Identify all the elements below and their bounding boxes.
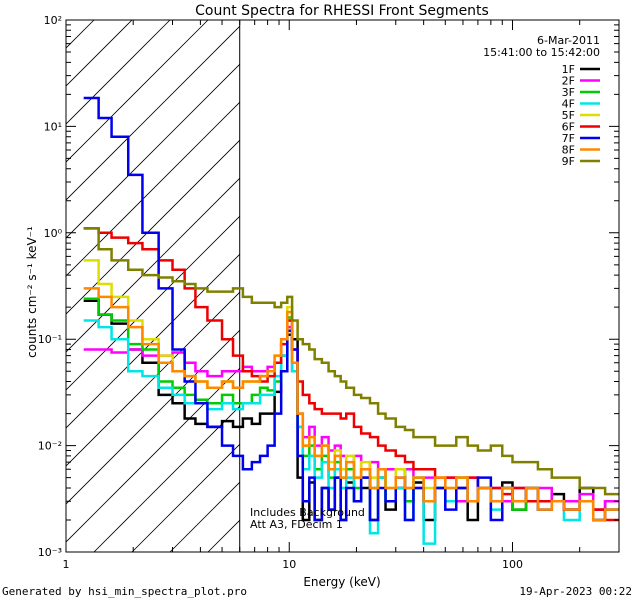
legend-label-7F: 7F — [562, 132, 575, 145]
y-tick-label: 10⁻³ — [38, 546, 62, 559]
time-range-label: 15:41:00 to 15:42:00 — [483, 46, 600, 59]
x-axis-label: Energy (keV) — [303, 575, 380, 589]
plot-frame — [65, 19, 620, 553]
annotation-background: Includes Background — [250, 506, 365, 519]
series-line-9F — [83, 227, 619, 496]
axis-ticks — [65, 19, 620, 553]
legend-label-6F: 6F — [562, 121, 575, 134]
legend-label-3F: 3F — [562, 86, 575, 99]
date-label: 6-Mar-2011 — [537, 34, 600, 47]
y-tick-label: 10⁰ — [44, 227, 63, 240]
y-tick-label: 10⁻¹ — [38, 333, 62, 346]
legend-label-1F: 1F — [562, 63, 575, 76]
y-tick-label: 10⁻² — [38, 440, 62, 453]
chart-title: Count Spectra for RHESSI Front Segments — [195, 3, 489, 19]
y-tick-label: 10¹ — [44, 120, 62, 133]
legend-label-2F: 2F — [562, 75, 575, 88]
series-line-6F — [83, 227, 619, 522]
y-tick-label: 10² — [44, 14, 62, 27]
x-tick-label: 1 — [63, 558, 70, 571]
legend-label-9F: 9F — [562, 155, 575, 168]
legend-label-4F: 4F — [562, 98, 575, 111]
footer-generated-by: Generated by hsi_min_spectra_plot.pro — [2, 585, 248, 598]
series-line-5F — [83, 259, 619, 522]
y-axis-label: counts cm⁻² s⁻¹ keV⁻¹ — [25, 226, 39, 358]
x-tick-label: 100 — [502, 558, 523, 571]
series-line-7F — [83, 96, 619, 522]
threshold-hatch-region — [66, 20, 240, 552]
legend-label-8F: 8F — [562, 144, 575, 157]
footer-timestamp: 19-Apr-2023 00:22 — [519, 585, 632, 598]
annotation-attenuator: Att A3, FDecim 1 — [250, 518, 343, 531]
x-tick-label: 10 — [282, 558, 296, 571]
legend-label-5F: 5F — [562, 109, 575, 122]
series-line-8F — [83, 287, 619, 522]
